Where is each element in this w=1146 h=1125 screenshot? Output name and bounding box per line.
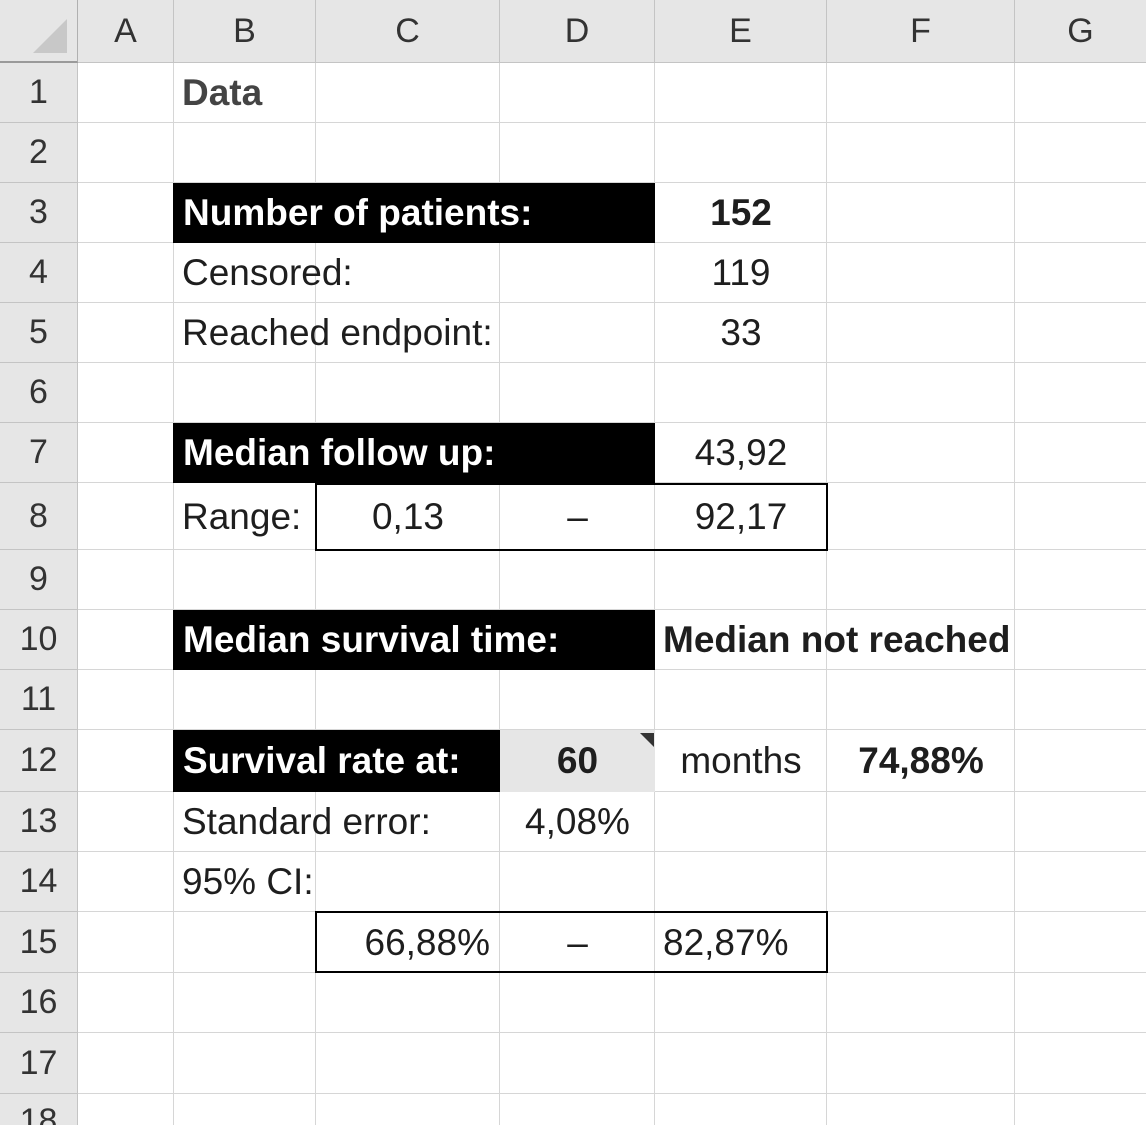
row-header-8[interactable]: 8 — [0, 483, 78, 550]
row-header-15[interactable]: 15 — [0, 912, 78, 973]
median-survival-value[interactable]: Median not reached — [663, 619, 1011, 660]
sheet-title[interactable]: Data — [182, 72, 263, 113]
gridline — [315, 63, 316, 1125]
standard-error-label[interactable]: Standard error: — [182, 801, 431, 842]
row-header-5[interactable]: 5 — [0, 303, 78, 363]
range-low[interactable]: 0,13 — [371, 495, 444, 537]
followup-value[interactable]: 43,92 — [694, 432, 788, 473]
row-header-14[interactable]: 14 — [0, 852, 78, 912]
column-header-e[interactable]: E — [655, 0, 827, 63]
row-header-4[interactable]: 4 — [0, 243, 78, 303]
months-unit[interactable]: months — [680, 740, 802, 781]
row-header-6[interactable]: 6 — [0, 363, 78, 423]
row-header-18[interactable]: 18 — [0, 1094, 78, 1125]
gridline — [78, 851, 1146, 852]
row-header-3[interactable]: 3 — [0, 183, 78, 243]
months-input-cell[interactable]: 60 — [500, 730, 655, 792]
median-survival-label[interactable]: Median survival time: — [173, 610, 655, 670]
gridline — [654, 63, 655, 1125]
column-header-f[interactable]: F — [827, 0, 1015, 63]
row-header-12[interactable]: 12 — [0, 730, 78, 792]
column-header-g[interactable]: G — [1015, 0, 1146, 63]
gridline — [173, 63, 174, 1125]
gridline — [78, 122, 1146, 123]
gridline — [1014, 63, 1015, 1125]
patients-value[interactable]: 152 — [710, 192, 772, 233]
gridline — [78, 1093, 1146, 1094]
column-header-d[interactable]: D — [500, 0, 655, 63]
endpoint-value[interactable]: 33 — [720, 312, 762, 353]
followup-label[interactable]: Median follow up: — [173, 423, 655, 483]
comment-indicator-icon — [640, 733, 654, 747]
row-header-11[interactable]: 11 — [0, 670, 78, 730]
row-header-10[interactable]: 10 — [0, 610, 78, 670]
row-header-9[interactable]: 9 — [0, 550, 78, 610]
gridline — [78, 609, 1146, 610]
range-dash[interactable]: – — [567, 495, 588, 537]
column-header-a[interactable]: A — [78, 0, 174, 63]
select-all-button[interactable] — [0, 0, 78, 63]
gridline — [78, 302, 1146, 303]
column-header-c[interactable]: C — [316, 0, 500, 63]
range-high[interactable]: 92,17 — [694, 495, 788, 537]
row-header-17[interactable]: 17 — [0, 1033, 78, 1094]
ci-high[interactable]: 82,87% — [663, 921, 789, 963]
row-header-1[interactable]: 1 — [0, 63, 78, 123]
column-header-b[interactable]: B — [174, 0, 316, 63]
ci-label[interactable]: 95% CI: — [182, 861, 314, 902]
survival-rate-value[interactable]: 74,88% — [858, 740, 984, 781]
gridline — [78, 362, 1146, 363]
gridline — [78, 729, 1146, 730]
row-header-13[interactable]: 13 — [0, 792, 78, 852]
gridline — [826, 63, 827, 1125]
standard-error-value[interactable]: 4,08% — [525, 801, 630, 842]
patients-label[interactable]: Number of patients: — [173, 183, 655, 243]
row-header-16[interactable]: 16 — [0, 973, 78, 1033]
gridline — [499, 63, 500, 1125]
survival-rate-label[interactable]: Survival rate at: — [173, 730, 500, 792]
endpoint-label[interactable]: Reached endpoint: — [182, 312, 493, 353]
censored-label[interactable]: Censored: — [182, 252, 353, 293]
range-box — [315, 483, 828, 551]
ci-dash[interactable]: – — [567, 921, 588, 963]
gridline — [78, 182, 1146, 183]
gridline — [78, 422, 1146, 423]
range-label[interactable]: Range: — [182, 495, 302, 537]
row-header-7[interactable]: 7 — [0, 423, 78, 483]
ci-low[interactable]: 66,88% — [364, 921, 491, 963]
censored-value[interactable]: 119 — [711, 252, 771, 293]
ci-box — [315, 911, 828, 973]
row-header-2[interactable]: 2 — [0, 123, 78, 183]
gridline — [78, 1032, 1146, 1033]
